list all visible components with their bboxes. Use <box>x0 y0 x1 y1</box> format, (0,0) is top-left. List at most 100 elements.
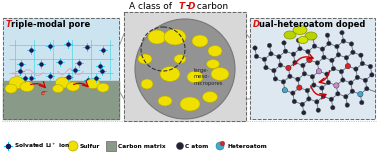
Circle shape <box>68 141 78 151</box>
Circle shape <box>254 54 259 59</box>
Circle shape <box>262 57 266 62</box>
Circle shape <box>272 68 276 73</box>
Circle shape <box>291 52 296 56</box>
Circle shape <box>349 42 354 46</box>
Circle shape <box>327 41 331 46</box>
Circle shape <box>296 77 300 82</box>
Circle shape <box>341 78 345 82</box>
Circle shape <box>344 56 349 60</box>
Ellipse shape <box>20 82 34 92</box>
Circle shape <box>349 81 353 85</box>
Ellipse shape <box>174 54 186 63</box>
Circle shape <box>359 100 364 105</box>
Circle shape <box>344 95 348 99</box>
Text: e⁻: e⁻ <box>41 90 49 96</box>
Circle shape <box>360 61 365 66</box>
Circle shape <box>370 73 374 77</box>
Ellipse shape <box>305 32 317 40</box>
Text: A class of: A class of <box>129 2 175 11</box>
Ellipse shape <box>56 77 71 88</box>
Circle shape <box>283 49 288 53</box>
Circle shape <box>306 49 310 54</box>
Circle shape <box>336 92 340 96</box>
Circle shape <box>297 85 302 90</box>
Circle shape <box>307 57 312 63</box>
Circle shape <box>321 94 325 99</box>
Circle shape <box>316 108 321 112</box>
Circle shape <box>358 91 363 97</box>
Circle shape <box>135 19 235 119</box>
Ellipse shape <box>86 79 100 89</box>
Ellipse shape <box>158 96 172 106</box>
Circle shape <box>339 69 344 74</box>
Circle shape <box>341 39 345 43</box>
Circle shape <box>311 36 315 40</box>
Bar <box>124 12 246 121</box>
Circle shape <box>355 75 359 80</box>
Circle shape <box>316 69 322 74</box>
Circle shape <box>358 92 363 96</box>
Circle shape <box>220 141 225 146</box>
Ellipse shape <box>284 31 296 39</box>
Circle shape <box>329 97 333 101</box>
Circle shape <box>177 142 183 149</box>
Bar <box>3 81 119 119</box>
Circle shape <box>354 67 358 71</box>
Circle shape <box>312 83 316 87</box>
Circle shape <box>322 55 326 60</box>
Text: riple-modal pore: riple-modal pore <box>11 20 90 29</box>
Circle shape <box>293 60 297 65</box>
Circle shape <box>363 78 367 82</box>
Circle shape <box>335 44 339 49</box>
Circle shape <box>365 86 369 91</box>
Ellipse shape <box>211 67 229 80</box>
Circle shape <box>320 47 325 51</box>
Text: D: D <box>253 20 260 29</box>
Text: T: T <box>179 2 185 11</box>
Ellipse shape <box>141 79 153 89</box>
Text: large-
meso-
micropores: large- meso- micropores <box>193 68 223 86</box>
Ellipse shape <box>192 35 208 47</box>
Circle shape <box>336 53 341 57</box>
Circle shape <box>346 64 350 68</box>
Text: Heteroatom: Heteroatom <box>227 144 267 149</box>
Circle shape <box>286 65 291 71</box>
Ellipse shape <box>164 29 186 45</box>
Ellipse shape <box>187 71 203 83</box>
Circle shape <box>315 61 320 65</box>
Circle shape <box>320 86 324 90</box>
Circle shape <box>302 72 307 76</box>
Circle shape <box>281 80 286 84</box>
Circle shape <box>307 97 311 101</box>
Text: T: T <box>6 20 12 29</box>
Bar <box>250 18 375 119</box>
Ellipse shape <box>208 45 222 56</box>
Text: carbon: carbon <box>194 2 228 11</box>
Ellipse shape <box>293 26 307 34</box>
Circle shape <box>216 142 224 150</box>
Circle shape <box>325 33 330 37</box>
Ellipse shape <box>203 91 217 103</box>
Circle shape <box>296 38 301 43</box>
Ellipse shape <box>97 83 109 92</box>
Circle shape <box>331 105 335 110</box>
Text: Sulfur: Sulfur <box>80 144 101 149</box>
Circle shape <box>345 103 350 107</box>
Circle shape <box>312 44 317 48</box>
Circle shape <box>350 89 355 93</box>
Circle shape <box>253 46 257 50</box>
Circle shape <box>345 63 351 69</box>
Circle shape <box>334 83 339 88</box>
Circle shape <box>273 77 277 81</box>
Text: ual-heteroatom doped: ual-heteroatom doped <box>259 20 366 29</box>
Circle shape <box>297 85 302 90</box>
Text: Solvated Li$^+$ ion: Solvated Li$^+$ ion <box>14 142 70 150</box>
Ellipse shape <box>160 67 180 82</box>
Circle shape <box>325 72 329 76</box>
Ellipse shape <box>9 77 25 89</box>
Circle shape <box>291 91 295 95</box>
Circle shape <box>305 88 310 93</box>
Bar <box>3 18 119 119</box>
Circle shape <box>264 65 268 70</box>
Ellipse shape <box>298 37 308 43</box>
